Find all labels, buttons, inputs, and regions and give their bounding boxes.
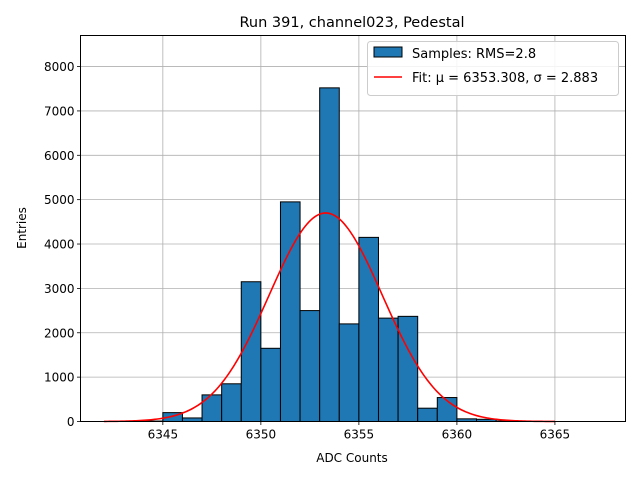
y-tick-label: 1000 <box>44 371 75 385</box>
histogram-bar <box>319 87 340 422</box>
y-axis-label: Entries <box>15 207 29 249</box>
x-axis-ticks: 6345 6350 6355 6360 6365 <box>148 421 571 442</box>
legend-swatch-samples <box>373 46 403 58</box>
histogram-bar <box>201 394 223 422</box>
histogram-bar <box>417 407 438 423</box>
histogram-bar <box>221 383 242 422</box>
histogram-bar <box>397 315 419 422</box>
y-tick-label: 2000 <box>44 326 75 340</box>
plot-frame <box>80 35 626 422</box>
y-tick-label: 8000 <box>44 60 75 74</box>
x-tick-label: 6360 <box>442 428 473 442</box>
histogram-bars <box>142 87 517 423</box>
histogram-bar <box>260 347 281 422</box>
x-tick-label: 6350 <box>246 428 277 442</box>
histogram-bar <box>338 323 360 422</box>
y-tick-label: 7000 <box>44 104 75 118</box>
legend-label-samples: Samples: RMS=2.8 <box>412 47 536 62</box>
y-tick-label: 4000 <box>44 238 75 252</box>
y-tick-label: 3000 <box>44 282 75 296</box>
legend-label-fit: Fit: μ = 6353.308, σ = 2.883 <box>412 71 598 86</box>
histogram-bar <box>240 281 262 423</box>
y-tick-label: 5000 <box>44 193 75 207</box>
legend: Samples: RMS=2.8 Fit: μ = 6353.308, σ = … <box>367 41 619 96</box>
fit-curve <box>104 212 555 423</box>
histogram-bar <box>181 417 203 422</box>
y-axis-ticks: 0 1000 2000 3000 4000 5000 6000 7000 8000 <box>44 60 81 429</box>
y-tick-label: 6000 <box>44 149 75 163</box>
legend-box <box>367 41 619 96</box>
histogram-bar <box>279 201 301 422</box>
x-axis-label: ADC Counts <box>316 451 388 465</box>
histogram-bar <box>377 317 399 422</box>
x-tick-label: 6345 <box>148 428 179 442</box>
histogram-bar <box>299 310 321 423</box>
y-tick-label: 0 <box>67 415 75 429</box>
chart-title: Run 391, channel023, Pedestal <box>239 15 464 31</box>
x-tick-label: 6365 <box>540 428 571 442</box>
x-tick-label: 6355 <box>344 428 375 442</box>
